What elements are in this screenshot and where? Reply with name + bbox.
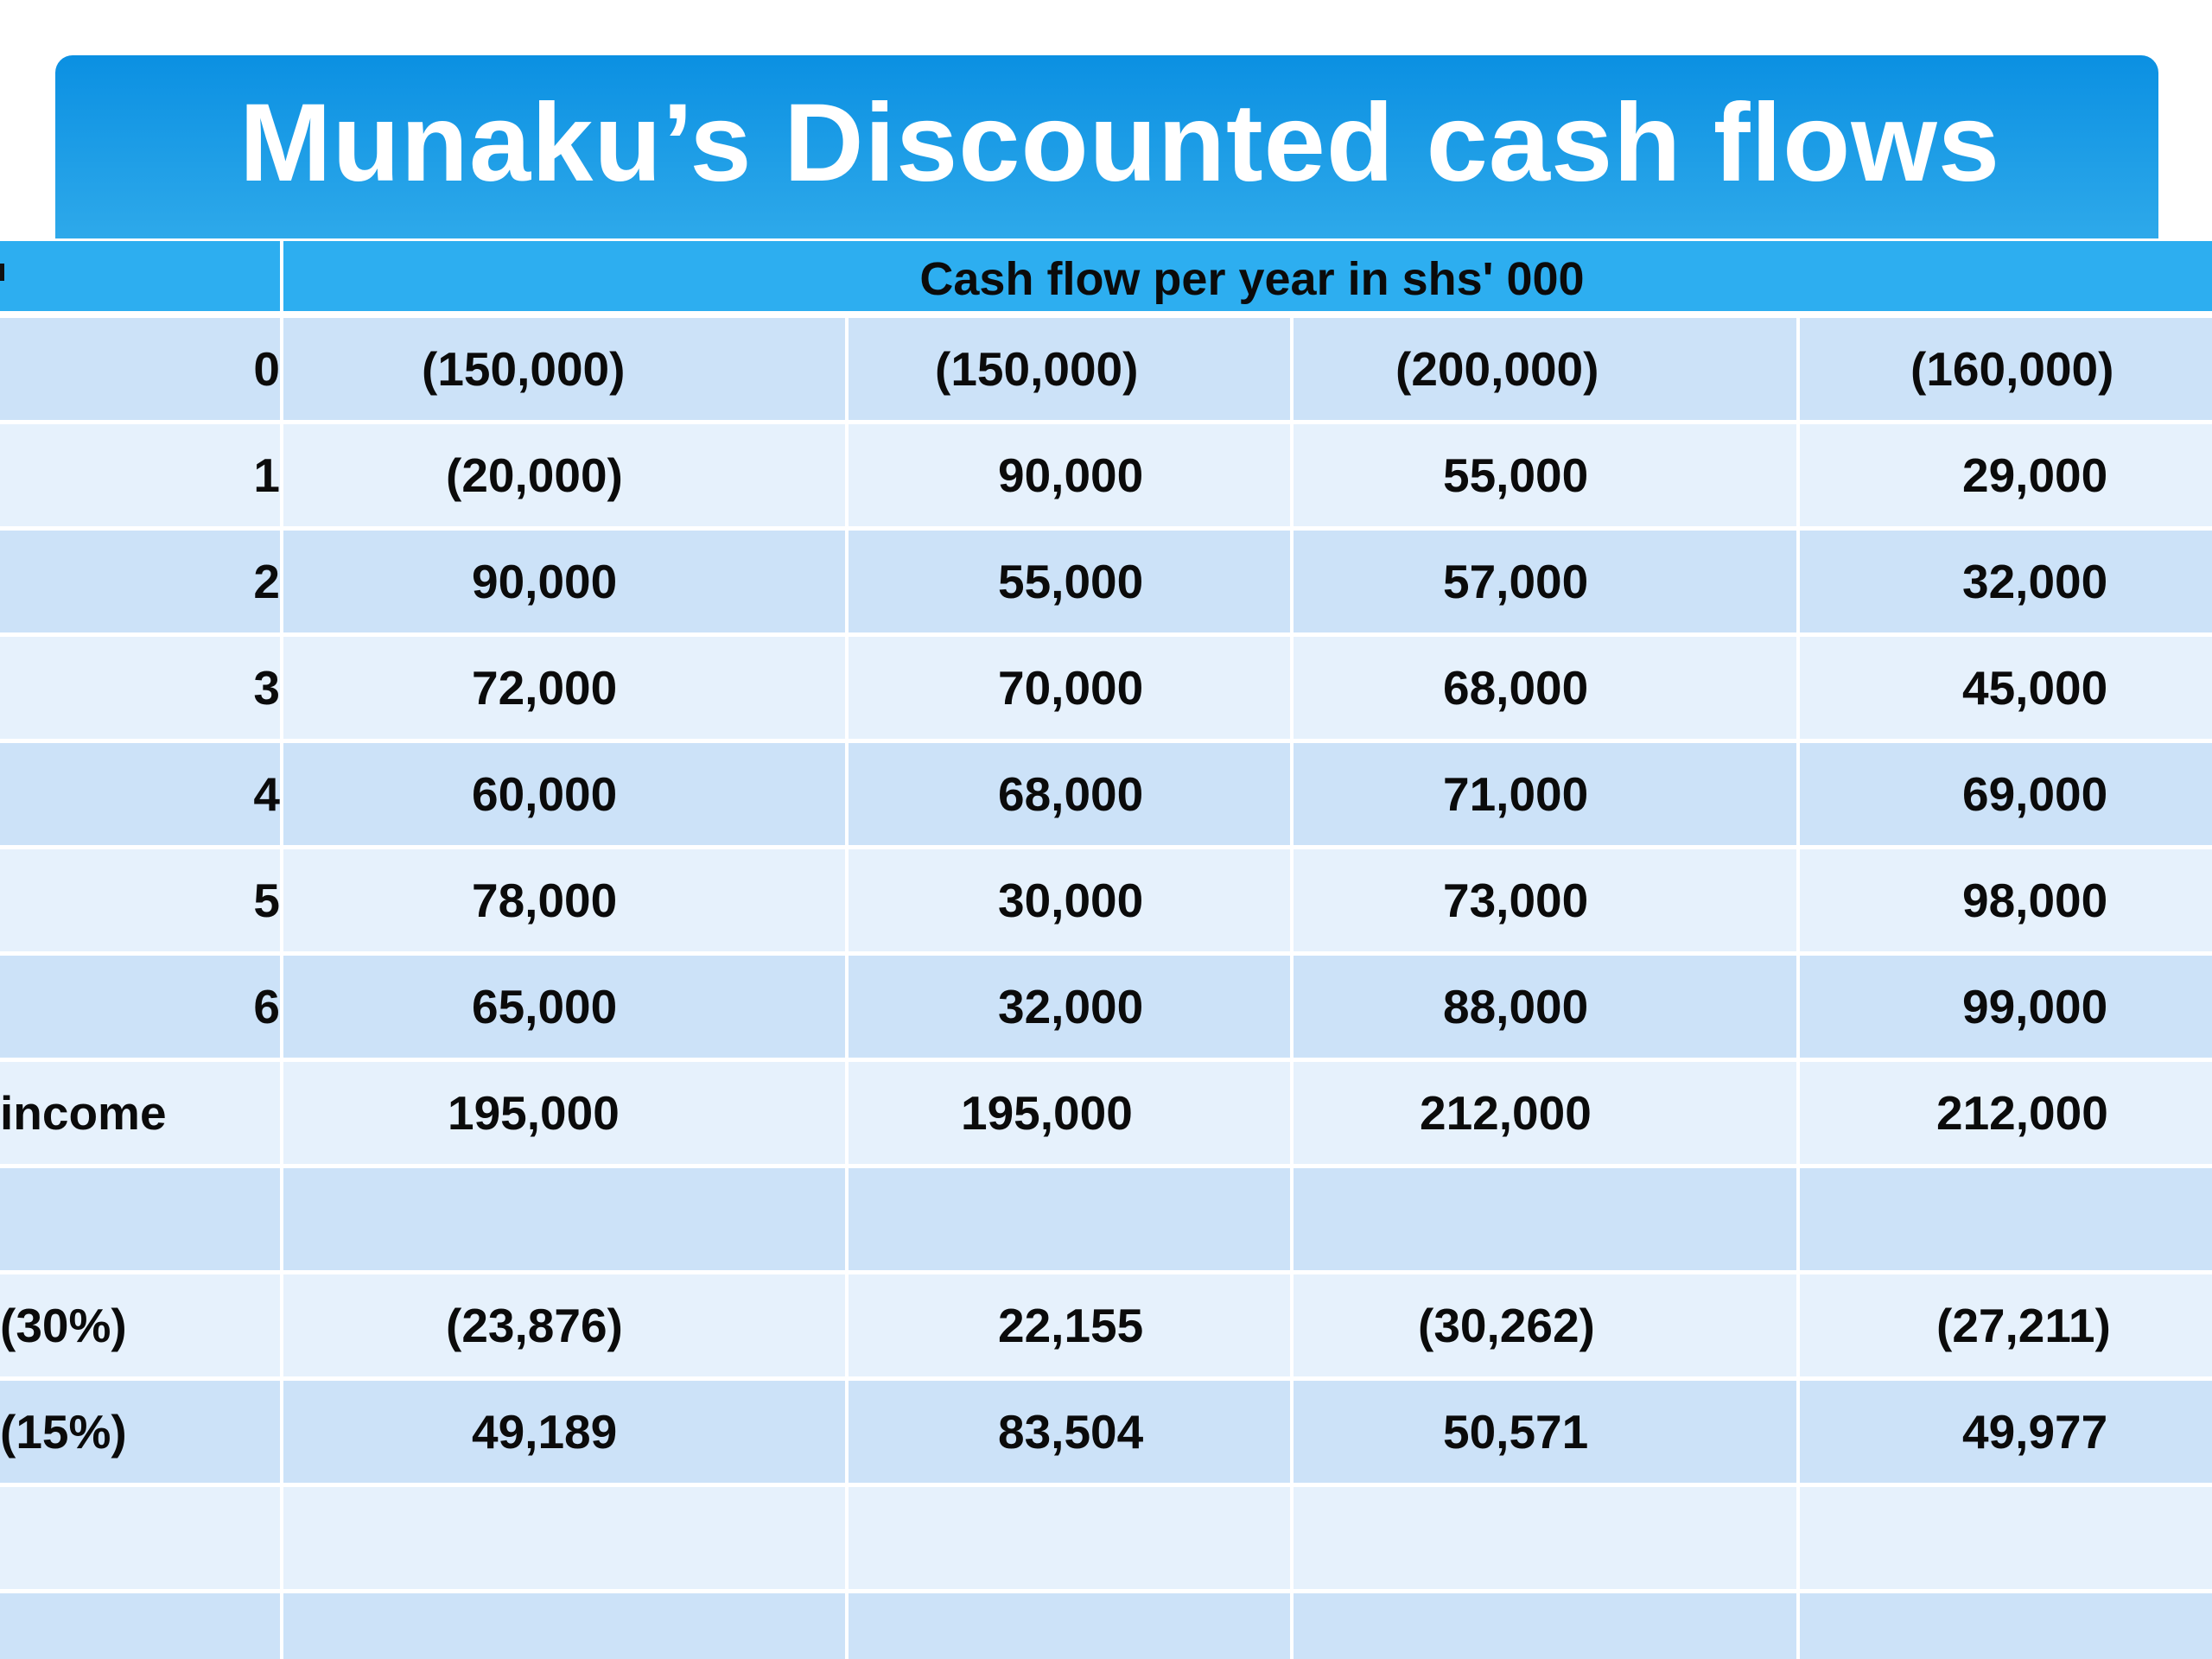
- table-cell: 73,000: [1294, 849, 1796, 951]
- title-banner: Munaku’s Discounted cash flows: [55, 55, 2158, 238]
- table-cell: 57,000: [1294, 531, 1796, 632]
- table-row: 0 (150,000) (150,000) (200,000) (160,000…: [0, 318, 2212, 420]
- table-cell: 90,000: [849, 424, 1290, 526]
- slide-title: Munaku’s Discounted cash flows: [238, 81, 2001, 205]
- table-cell: [1800, 1168, 2212, 1270]
- table-cell: 72,000: [283, 637, 845, 739]
- table-cell: 55,000: [1294, 424, 1796, 526]
- row-label: 5: [0, 849, 280, 951]
- table-cell: 83,504: [849, 1381, 1290, 1483]
- table-cell: [1294, 1487, 1796, 1589]
- row-label: (15%): [0, 1381, 280, 1483]
- table-cell: 99,000: [1800, 956, 2212, 1058]
- table-cell: [283, 1593, 845, 1659]
- table-cell: 29,000: [1800, 424, 2212, 526]
- table-row: 5 78,000 30,000 73,000 98,000: [0, 849, 2212, 951]
- row-label: 0: [0, 318, 280, 420]
- table-cell: [849, 1168, 1290, 1270]
- table-cell: 71,000: [1294, 743, 1796, 845]
- table-row: 2 90,000 55,000 57,000 32,000: [0, 531, 2212, 632]
- table-row: 3 72,000 70,000 68,000 45,000: [0, 637, 2212, 739]
- table-row: income 195,000 195,000 212,000 212,000: [0, 1062, 2212, 1164]
- table-cell: (200,000): [1294, 318, 1796, 420]
- row-label: [0, 1487, 280, 1589]
- table-row: 1 (20,000) 90,000 55,000 29,000: [0, 424, 2212, 526]
- table-cell: (27,211): [1800, 1274, 2212, 1376]
- table-cell: 68,000: [849, 743, 1290, 845]
- table-cell: [283, 1487, 845, 1589]
- table-cell: 55,000: [849, 531, 1290, 632]
- table-cell: 212,000: [1800, 1062, 2212, 1164]
- table-row: [0, 1168, 2212, 1270]
- table-cell: (20,000): [283, 424, 845, 526]
- table-cell: 90,000: [283, 531, 845, 632]
- table-cell: 50,571: [1294, 1381, 1796, 1483]
- row-label: 2: [0, 531, 280, 632]
- table-cell: [849, 1487, 1290, 1589]
- table-cell: 45,000: [1800, 637, 2212, 739]
- table-cell: 49,977: [1800, 1381, 2212, 1483]
- row-label: income: [0, 1062, 280, 1164]
- table-cell: 32,000: [1800, 531, 2212, 632]
- table-cell: 30,000: [849, 849, 1290, 951]
- table-row: (15%) 49,189 83,504 50,571 49,977: [0, 1381, 2212, 1483]
- table-row: 4 60,000 68,000 71,000 69,000: [0, 743, 2212, 845]
- cash-flow-table: 0 (150,000) (150,000) (200,000) (160,000…: [0, 311, 2212, 1659]
- table-row: 6 65,000 32,000 88,000 99,000: [0, 956, 2212, 1058]
- table-cell: 49,189: [283, 1381, 845, 1483]
- row-label: (30%): [0, 1274, 280, 1376]
- table-cell: (30,262): [1294, 1274, 1796, 1376]
- table-cell: 68,000: [1294, 637, 1796, 739]
- header-divider: [280, 241, 283, 311]
- table-cell: 195,000: [849, 1062, 1290, 1164]
- table-cell: 195,000: [283, 1062, 845, 1164]
- table-header: Cash flow per year in shs' 000: [919, 252, 1585, 305]
- row-label: 6: [0, 956, 280, 1058]
- table-cell: 88,000: [1294, 956, 1796, 1058]
- table-cell: [849, 1593, 1290, 1659]
- table-cell: (23,876): [283, 1274, 845, 1376]
- table-cell: 22,155: [849, 1274, 1290, 1376]
- row-label: 1: [0, 424, 280, 526]
- table-cell: [1800, 1487, 2212, 1589]
- table-cell: [1800, 1593, 2212, 1659]
- table-row: [0, 1593, 2212, 1659]
- row-label: 3: [0, 637, 280, 739]
- table-cell: 212,000: [1294, 1062, 1796, 1164]
- table-cell: 98,000: [1800, 849, 2212, 951]
- table-header-row: Cash flow per year in shs' 000: [0, 238, 2212, 311]
- table-cell: 60,000: [283, 743, 845, 845]
- row-label: [0, 1593, 280, 1659]
- table-cell: [1294, 1593, 1796, 1659]
- table-cell: [283, 1168, 845, 1270]
- table-cell: (150,000): [849, 318, 1290, 420]
- table-cell: (160,000): [1800, 318, 2212, 420]
- row-label: [0, 1168, 280, 1270]
- table-row: (30%) (23,876) 22,155 (30,262) (27,211): [0, 1274, 2212, 1376]
- table-cell: 70,000: [849, 637, 1290, 739]
- table-cell: 78,000: [283, 849, 845, 951]
- table-row: [0, 1487, 2212, 1589]
- row-label: 4: [0, 743, 280, 845]
- table-cell: 69,000: [1800, 743, 2212, 845]
- table-cell: 65,000: [283, 956, 845, 1058]
- table-cell: [1294, 1168, 1796, 1270]
- table-cell: (150,000): [283, 318, 845, 420]
- table-cell: 32,000: [849, 956, 1290, 1058]
- header-cut-text: [0, 264, 4, 281]
